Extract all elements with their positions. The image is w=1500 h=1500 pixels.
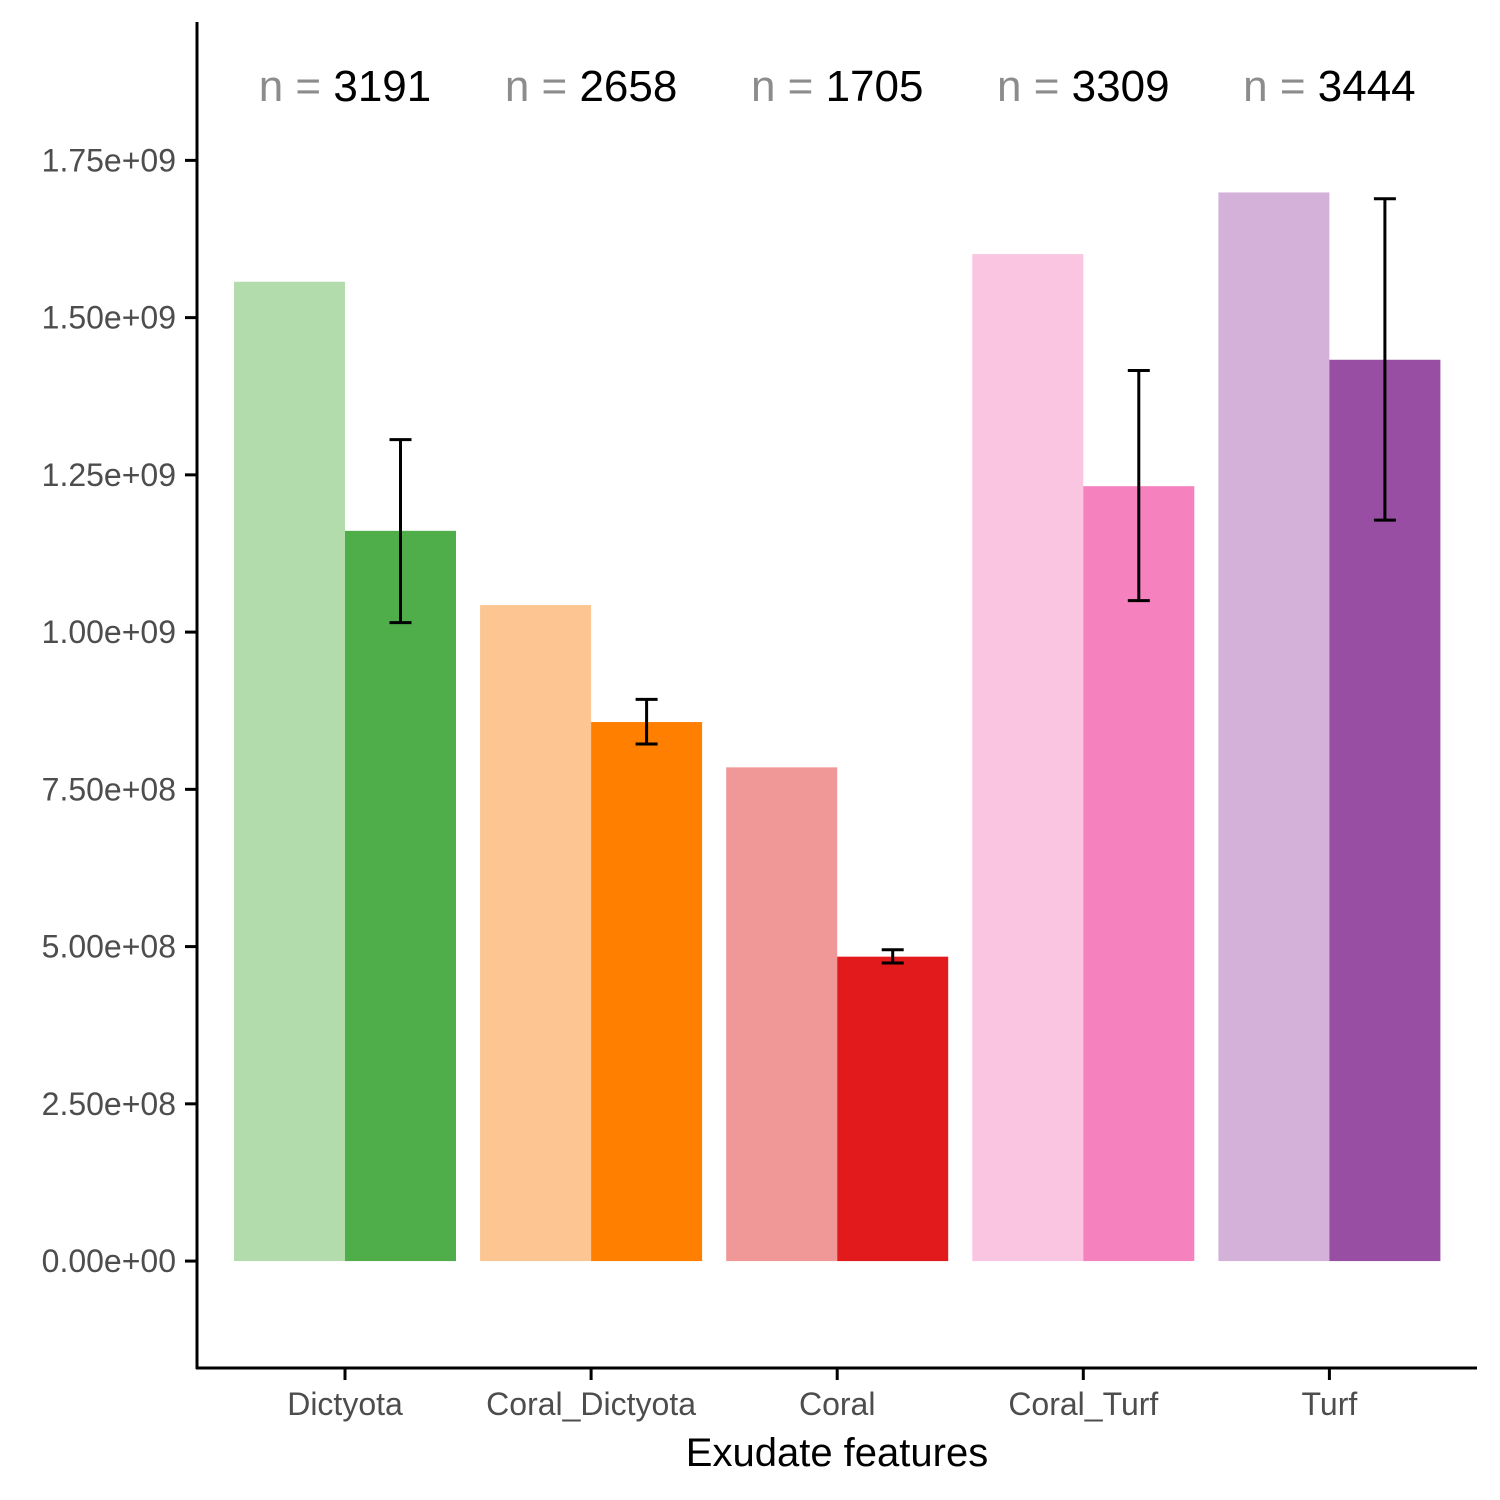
x-tick-label-coral-turf: Coral_Turf (1008, 1386, 1158, 1422)
n-value-coral: 1705 (826, 62, 924, 111)
bar-coral-dictyota-series-2 (591, 722, 703, 1262)
n-value-dictyota: 3191 (333, 62, 431, 111)
n-value-coral-turf: 3309 (1072, 62, 1170, 111)
n-label-coral-dictyota: n = 2658 (505, 62, 678, 111)
bar-dictyota-series-1 (234, 281, 345, 1262)
n-prefix-coral-turf: n = (997, 62, 1072, 111)
n-count-labels: n = 3191 n = 2658 n = 1705 n = 3309 n = 3444 (259, 62, 1416, 111)
n-value-coral-dictyota: 2658 (579, 62, 677, 111)
y-axis: 0.00e+00 2.50e+08 5.00e+08 7.50e+08 1.00e+09… (42, 22, 199, 1369)
x-tick-label-dictyota: Dictyota (287, 1386, 403, 1422)
bar-dictyota-series-2 (345, 530, 456, 1262)
n-prefix-dictyota: n = (259, 62, 334, 111)
bar-turf-series-1 (1218, 192, 1330, 1262)
n-label-turf: n = 3444 (1243, 62, 1416, 111)
x-axis-title: Exudate features (686, 1431, 988, 1475)
n-label-coral-turf: n = 3309 (997, 62, 1170, 111)
y-tick-label-7: 1.75e+09 (42, 142, 176, 178)
y-tick-label-1: 2.50e+08 (42, 1086, 176, 1122)
bar-coral-turf-series-1 (972, 254, 1084, 1262)
n-prefix-coral: n = (751, 62, 826, 111)
error-bars-layer (389, 197, 1396, 965)
n-label-coral: n = 1705 (751, 62, 924, 111)
bar-coral-dictyota-series-1 (480, 605, 592, 1262)
bars-layer (234, 192, 1441, 1262)
y-tick-label-3: 7.50e+08 (42, 771, 176, 807)
x-tick-label-coral-dictyota: Coral_Dictyota (486, 1386, 696, 1422)
bar-coral-turf-series-2 (1083, 486, 1195, 1262)
y-tick-label-5: 1.25e+09 (42, 457, 176, 493)
y-tick-label-6: 1.50e+09 (42, 300, 176, 336)
n-value-turf: 3444 (1318, 62, 1416, 111)
x-axis: Dictyota Coral_Dictyota Coral Coral_Turf Tur… (196, 1366, 1477, 1422)
bar-coral-series-2 (837, 956, 949, 1262)
n-prefix-turf: n = (1243, 62, 1318, 111)
n-prefix-coral-dictyota: n = (505, 62, 580, 111)
n-label-dictyota: n = 3191 (259, 62, 432, 111)
y-tick-label-2: 5.00e+08 (42, 929, 176, 965)
x-tick-label-turf: Turf (1302, 1386, 1358, 1422)
x-tick-label-coral: Coral (799, 1386, 875, 1422)
bar-coral-series-1 (726, 767, 838, 1262)
y-tick-label-4: 1.00e+09 (42, 614, 176, 650)
y-tick-label-0: 0.00e+00 (42, 1243, 176, 1279)
